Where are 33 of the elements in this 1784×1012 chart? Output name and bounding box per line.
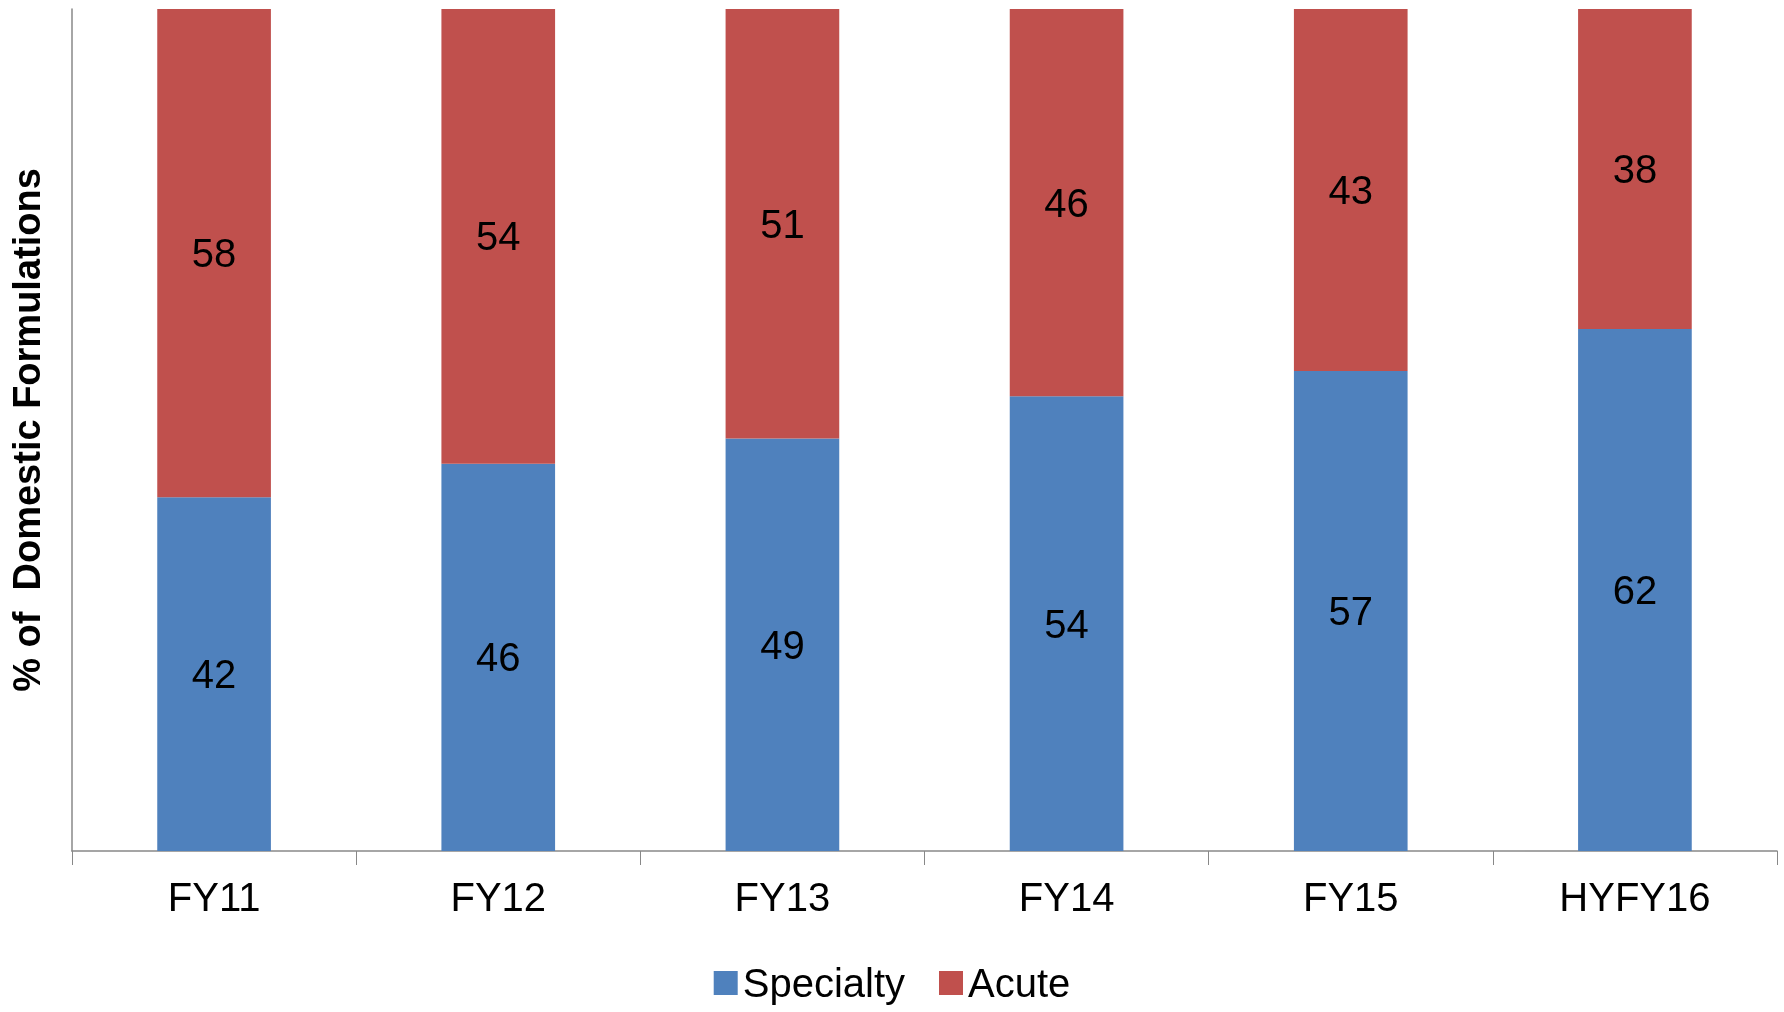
data-label: 42 [191,652,237,697]
bar [441,463,556,851]
bar [157,9,271,498]
data-label: 43 [1328,168,1373,213]
data-label: 54 [1044,601,1089,646]
bar [1578,9,1692,329]
data-label: 54 [476,214,521,259]
data-label: 57 [1328,589,1373,634]
data-label: 49 [760,622,805,667]
bar [725,438,840,851]
data-label: 51 [760,201,805,246]
bar [441,9,556,464]
y-axis-title: % of Domestic Formulations [6,168,48,692]
data-label: 58 [191,231,237,276]
x-tick-label: FY11 [167,875,261,919]
x-tick-label: HYFY16 [1559,875,1711,919]
bar [1009,9,1124,397]
legend-label: Acute [968,961,1071,1005]
bar [1009,396,1124,851]
bar [725,9,840,439]
legend-label: Specialty [742,961,906,1005]
bar [1293,371,1408,851]
x-tick-label: FY15 [1302,875,1399,919]
x-tick-label: FY13 [734,875,831,919]
x-tick-label: FY14 [1018,875,1115,919]
data-label: 46 [476,635,521,680]
data-label: 62 [1612,567,1658,612]
x-tick-label: FY12 [450,875,547,919]
bar [157,497,271,851]
data-label: 38 [1612,146,1658,191]
bar [1293,9,1408,372]
data-label: 46 [1044,180,1089,225]
bar [1578,328,1692,851]
